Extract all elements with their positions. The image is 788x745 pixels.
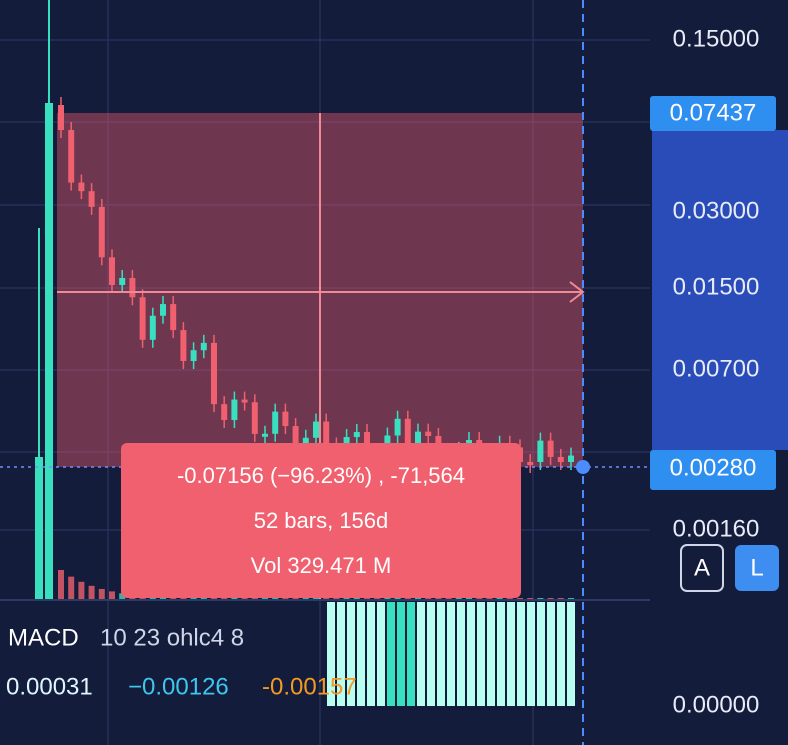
- cursor-dot: [576, 460, 590, 474]
- candle: [323, 421, 330, 446]
- candle: [109, 257, 115, 286]
- auto-scale-button[interactable]: [680, 544, 724, 592]
- candle: [88, 191, 95, 207]
- candle: [547, 440, 554, 457]
- candle: [58, 105, 64, 130]
- arrow-head: [569, 281, 585, 303]
- candle: [180, 330, 187, 362]
- histogram-bar: [397, 602, 405, 706]
- histogram-bar: [477, 602, 485, 706]
- candle: [425, 431, 432, 436]
- candle: [394, 418, 401, 436]
- candle: [415, 431, 421, 445]
- price-badge: [650, 450, 776, 490]
- candle: [313, 421, 319, 438]
- candle: [221, 404, 228, 421]
- volume-bar: [160, 597, 166, 600]
- candle: [170, 304, 177, 331]
- measure-volume: Vol 329.471 M: [251, 553, 392, 578]
- macd-histogram: [327, 602, 575, 706]
- log-scale-label: L: [750, 554, 763, 581]
- log-scale-button[interactable]: [735, 545, 779, 591]
- candle: [404, 418, 411, 445]
- histogram-bar: [547, 602, 555, 706]
- candle: [139, 297, 146, 340]
- candle: [262, 433, 268, 437]
- histogram-bar: [387, 602, 395, 706]
- histogram-bar: [447, 602, 455, 706]
- candle: [251, 402, 258, 434]
- candle: [292, 426, 299, 453]
- macd-axis-label: 0.00000: [673, 691, 760, 718]
- histogram-bar: [337, 602, 345, 706]
- measure-change: -0.07156 (−96.23%) , -71,564: [177, 463, 465, 488]
- macd-histogram-value: -0.00157: [262, 673, 357, 700]
- candle: [78, 182, 85, 192]
- candle: [282, 411, 289, 427]
- price-label: 0.01500: [673, 273, 760, 300]
- histogram-bar: [527, 602, 535, 706]
- histogram-bar: [487, 602, 495, 706]
- histogram-bar: [367, 602, 375, 706]
- histogram-bar: [407, 602, 415, 706]
- histogram-bar: [517, 602, 525, 706]
- price-label: 0.03000: [673, 197, 760, 224]
- candle: [211, 342, 217, 405]
- price-badge-label: 0.07437: [670, 99, 757, 126]
- histogram-bar: [347, 602, 355, 706]
- candle: [190, 350, 197, 362]
- volume-bar: [98, 588, 105, 600]
- candle: [129, 277, 136, 298]
- macd-params: 10 23 ohlc4 8: [100, 624, 244, 651]
- histogram-bar: [427, 602, 435, 706]
- candle: [537, 440, 544, 462]
- price-label: 0.00160: [673, 515, 760, 542]
- price-badge: [650, 96, 776, 131]
- candle: [200, 342, 207, 351]
- price-range-highlight: [652, 130, 788, 450]
- price-label: 0.00700: [673, 355, 760, 382]
- histogram-bar: [537, 602, 545, 706]
- volume-bar: [68, 576, 75, 600]
- macd-title: MACD: [8, 624, 79, 651]
- candle: [241, 399, 248, 403]
- volume-bar: [149, 596, 156, 600]
- histogram-bar: [567, 602, 575, 706]
- histogram-bar: [557, 602, 565, 706]
- histogram-bar: [417, 602, 425, 706]
- histogram-bar: [327, 602, 335, 706]
- candle: [568, 455, 574, 462]
- histogram-bar: [437, 602, 445, 706]
- macd-value: 0.00031: [6, 673, 93, 700]
- candle: [272, 411, 279, 434]
- candle: [160, 304, 166, 316]
- candle: [527, 462, 534, 465]
- measure-tooltip: [121, 443, 521, 598]
- price-badge-label: 0.00280: [670, 454, 757, 481]
- candle: [149, 315, 156, 340]
- histogram-bar: [467, 602, 475, 706]
- candle: [557, 456, 564, 462]
- histogram-bar: [377, 602, 385, 706]
- volume-bar: [58, 570, 64, 600]
- candle: [353, 432, 360, 438]
- candle: [231, 399, 238, 421]
- auto-scale-label: A: [694, 554, 710, 581]
- histogram-bar: [497, 602, 505, 706]
- measure-bars: 52 bars, 156d: [254, 508, 389, 533]
- volume-bar: [109, 591, 115, 600]
- histogram-bar: [357, 602, 365, 706]
- volume-bar: [88, 585, 95, 600]
- candle: [119, 277, 126, 286]
- price-label: 0.15000: [673, 25, 760, 52]
- volume-bar: [78, 581, 85, 600]
- volume-bar: [119, 593, 126, 600]
- macd-signal: −0.00126: [128, 673, 229, 700]
- candle: [68, 130, 75, 183]
- histogram-bar: [457, 602, 465, 706]
- histogram-bar: [507, 602, 515, 706]
- candle: [98, 206, 105, 258]
